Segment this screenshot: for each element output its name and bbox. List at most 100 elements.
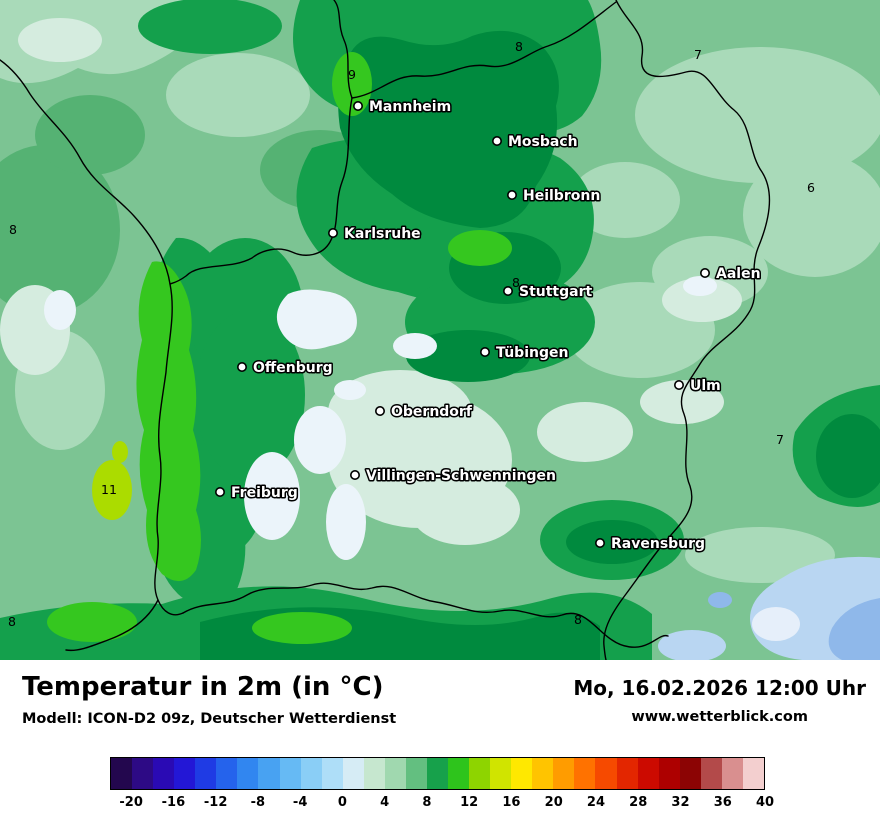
- border-line-west: [0, 59, 184, 616]
- city-marker-mannheim: Mannheim: [352, 98, 453, 117]
- city-dot-icon: [374, 405, 385, 416]
- temperature-map-svg: 9 8 7 6 8 8 11 7 8 8 Mannheim Mosbach Heilbronn Karl…: [0, 0, 880, 660]
- temp-region: [0, 145, 120, 315]
- temperature-value-label: 8: [8, 614, 16, 629]
- colorbar-tick-label: 20: [544, 795, 563, 810]
- city-marker-oberndorf: Oberndorf: [374, 403, 474, 422]
- colorbar-tick-label: -4: [292, 795, 308, 810]
- colorbar-segment: [279, 758, 301, 789]
- colorbar-segment: [195, 758, 217, 789]
- temp-region-cold: [683, 276, 717, 296]
- temp-region: [448, 230, 512, 266]
- city-label: Ulm: [690, 378, 721, 394]
- city-marker-karlsruhe: Karlsruhe: [327, 225, 422, 244]
- temp-region-cold: [44, 290, 76, 330]
- temp-region: [685, 527, 835, 583]
- colorbar-tick-label: 16: [502, 795, 521, 810]
- colorbar-segment: [111, 758, 133, 789]
- city-marker-t-bingen: Tübingen: [479, 344, 570, 363]
- city-marker-heilbronn: Heilbronn: [506, 187, 602, 206]
- city-dot-icon: [327, 228, 338, 239]
- temp-region: [338, 30, 559, 229]
- city-marker-villingen-schwenningen: Villingen-Schwenningen: [349, 467, 558, 486]
- temp-region: [537, 402, 633, 462]
- temp-region: [566, 520, 658, 564]
- colorbar-segment: [637, 758, 659, 789]
- colorbar-segment: [595, 758, 617, 789]
- city-marker-aalen: Aalen: [699, 265, 762, 284]
- colorbar-segment: [363, 758, 385, 789]
- city-dot-icon: [237, 361, 248, 372]
- temperature-colorbar: [110, 757, 765, 790]
- page-title: Temperatur in 2m (in °C): [22, 672, 384, 702]
- city-label: Karlsruhe: [344, 226, 421, 242]
- colorbar-segment: [342, 758, 364, 789]
- colorbar-segment: [469, 758, 491, 789]
- temperature-value-label: 7: [776, 432, 784, 447]
- city-dot-icon: [349, 469, 360, 480]
- temp-region-alps: [828, 598, 880, 660]
- city-dot-icon: [699, 267, 710, 278]
- temp-region: [743, 153, 880, 277]
- colorbar-segment: [426, 758, 448, 789]
- temperature-value-label: 8: [515, 39, 523, 54]
- colorbar-tick-label: 8: [422, 795, 432, 810]
- colorbar-segment: [490, 758, 512, 789]
- temp-region-cold: [334, 380, 366, 400]
- city-marker-stuttgart: Stuttgart: [502, 283, 594, 302]
- temperature-value-label: 8: [574, 612, 582, 627]
- city-dot-icon: [594, 537, 605, 548]
- colorbar-segment: [258, 758, 280, 789]
- website-credit: www.wetterblick.com: [631, 709, 808, 725]
- temperature-labels-layer: 9 8 7 6 8 8 11 7 8 8: [8, 39, 815, 629]
- temp-region: [35, 95, 145, 175]
- colorbar-tick-label: -12: [203, 795, 228, 810]
- colorbar-segment: [511, 758, 533, 789]
- temperature-value-label: 9: [348, 67, 356, 82]
- colorbar-segment: [658, 758, 680, 789]
- colorbar-tick-label: -20: [119, 795, 143, 810]
- colorbar-segment: [448, 758, 470, 789]
- colorbar-segment: [721, 758, 743, 789]
- temperature-value-label: 11: [101, 482, 117, 497]
- temp-region-alps: [708, 592, 732, 608]
- temperature-value-label: 6: [807, 180, 815, 195]
- city-label: Villingen-Schwenningen: [366, 468, 556, 484]
- colorbar-tick-label: -8: [250, 795, 266, 810]
- forecast-datetime: Mo, 16.02.2026 12:00 Uhr: [573, 676, 866, 700]
- city-dot-icon: [491, 136, 502, 147]
- border-line-rhine: [169, 97, 353, 285]
- colorbar-segment: [679, 758, 701, 789]
- city-marker-ulm: Ulm: [673, 377, 722, 396]
- colorbar-segment: [742, 758, 764, 789]
- colorbar-segment: [574, 758, 596, 789]
- temp-region: [406, 330, 530, 382]
- city-dot-icon: [215, 486, 226, 497]
- city-label: Tübingen: [496, 345, 568, 361]
- city-marker-ravensburg: Ravensburg: [594, 535, 707, 554]
- border-line-east: [603, 0, 771, 660]
- city-label: Stuttgart: [519, 284, 593, 300]
- temp-region: [18, 18, 102, 62]
- temp-region-cold: [244, 452, 300, 540]
- temperature-value-label: 8: [512, 275, 520, 290]
- colorbar-tick-label: 24: [586, 795, 605, 810]
- temp-region: [332, 52, 372, 116]
- city-dot-icon: [352, 101, 363, 112]
- temp-region-alps: [752, 607, 800, 641]
- temp-region: [252, 612, 352, 644]
- colorbar-segment: [553, 758, 575, 789]
- colorbar-segment: [532, 758, 554, 789]
- colorbar-segment: [384, 758, 406, 789]
- colorbar-tick-label: 40: [755, 795, 775, 810]
- temp-region-cold: [326, 484, 366, 560]
- weather-map: 9 8 7 6 8 8 11 7 8 8 Mannheim Mosbach Heilbronn Karl…: [0, 0, 880, 660]
- colorbar-tick-label: 32: [671, 795, 690, 810]
- colorbar-segment: [153, 758, 175, 789]
- colorbar-segment: [321, 758, 343, 789]
- temp-region: [138, 0, 282, 54]
- map-footer: Temperatur in 2m (in °C) Modell: ICON-D2…: [0, 660, 880, 830]
- border-line-south: [182, 582, 669, 648]
- temp-region: [570, 162, 680, 238]
- colorbar-tick-label: 28: [629, 795, 648, 810]
